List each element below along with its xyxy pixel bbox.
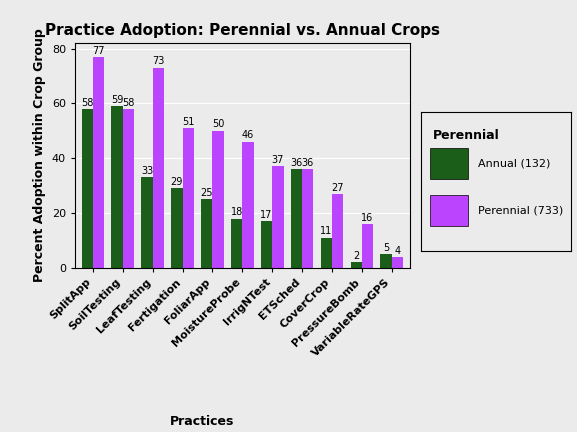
Text: 25: 25 [201, 188, 213, 198]
Y-axis label: Percent Adoption within Crop Group: Percent Adoption within Crop Group [33, 29, 46, 283]
Bar [111, 106, 123, 268]
Bar [392, 257, 403, 268]
Bar [201, 199, 212, 268]
Title: Practice Adoption: Perennial vs. Annual Crops: Practice Adoption: Perennial vs. Annual … [45, 23, 440, 38]
Text: Practices: Practices [170, 415, 234, 428]
Bar [171, 188, 182, 268]
FancyBboxPatch shape [430, 148, 468, 179]
Text: 58: 58 [122, 98, 134, 108]
Text: Annual (132): Annual (132) [478, 159, 550, 168]
Bar [261, 221, 272, 268]
Bar [141, 178, 153, 268]
Text: 36: 36 [290, 158, 302, 168]
Bar [123, 109, 134, 268]
Bar [182, 128, 194, 268]
Bar [362, 224, 373, 268]
Text: 50: 50 [212, 120, 224, 130]
Text: 16: 16 [361, 213, 374, 222]
Text: 37: 37 [272, 155, 284, 165]
Text: 11: 11 [320, 226, 332, 236]
Text: 51: 51 [182, 117, 194, 127]
Text: 29: 29 [171, 177, 183, 187]
Bar [212, 131, 224, 268]
Text: 27: 27 [331, 182, 344, 193]
Text: Perennial (733): Perennial (733) [478, 206, 564, 216]
Text: 59: 59 [111, 95, 123, 105]
Bar [291, 169, 302, 268]
FancyBboxPatch shape [430, 195, 468, 226]
Text: 77: 77 [92, 45, 105, 56]
Bar [332, 194, 343, 268]
Text: Perennial: Perennial [433, 129, 500, 142]
Bar [231, 219, 242, 268]
Text: 73: 73 [152, 57, 164, 67]
Bar [242, 142, 254, 268]
Text: 33: 33 [141, 166, 153, 176]
Bar [81, 109, 93, 268]
Bar [93, 57, 104, 268]
Text: 18: 18 [231, 207, 243, 217]
Text: 2: 2 [353, 251, 359, 261]
Bar [272, 166, 283, 268]
Bar [350, 262, 362, 268]
Text: 4: 4 [394, 245, 400, 255]
Bar [321, 238, 332, 268]
Text: 5: 5 [383, 243, 389, 253]
Text: 46: 46 [242, 130, 254, 140]
Text: 36: 36 [302, 158, 314, 168]
Text: 58: 58 [81, 98, 93, 108]
Text: 17: 17 [260, 210, 273, 220]
Bar [380, 254, 392, 268]
Bar [153, 68, 164, 268]
Bar [302, 169, 313, 268]
